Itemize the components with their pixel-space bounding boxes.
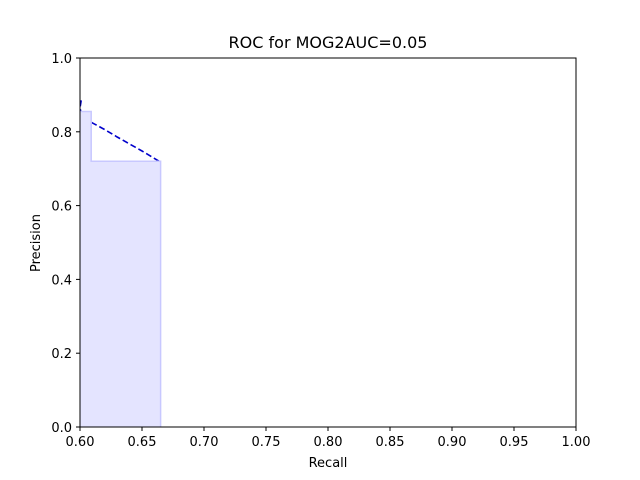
y-axis-label: Precision	[29, 214, 44, 272]
y-tick-label: 1.0	[51, 52, 72, 67]
x-axis-label: Recall	[309, 456, 348, 471]
axes: 0.60 0.65 0.70 0.75 0.80 0.85 0.90 0.95 1.00 0.0 0…	[51, 52, 590, 450]
x-tick-label: 1.00	[562, 435, 591, 450]
y-tick-label: 0.2	[51, 347, 72, 362]
precision-step-area	[80, 111, 161, 427]
plot-area	[80, 100, 162, 427]
x-tick-label: 0.80	[314, 435, 343, 450]
y-tick-label: 0.8	[51, 126, 72, 141]
x-tick-label: 0.90	[438, 435, 467, 450]
y-tick-label: 0.4	[51, 273, 72, 288]
precision-step-line	[80, 110, 162, 427]
y-tick-label: 0.6	[51, 200, 72, 215]
x-tick-label: 0.75	[252, 435, 281, 450]
x-tick-label: 0.60	[66, 435, 95, 450]
series-group	[80, 100, 162, 427]
chart-title: ROC for MOG2AUC=0.05	[229, 33, 428, 52]
y-tick-label: 0.0	[51, 421, 72, 436]
x-tick-label: 0.70	[190, 435, 219, 450]
x-tick-label: 0.95	[500, 435, 529, 450]
x-tick-label: 0.85	[376, 435, 405, 450]
x-tick-label: 0.65	[128, 435, 157, 450]
